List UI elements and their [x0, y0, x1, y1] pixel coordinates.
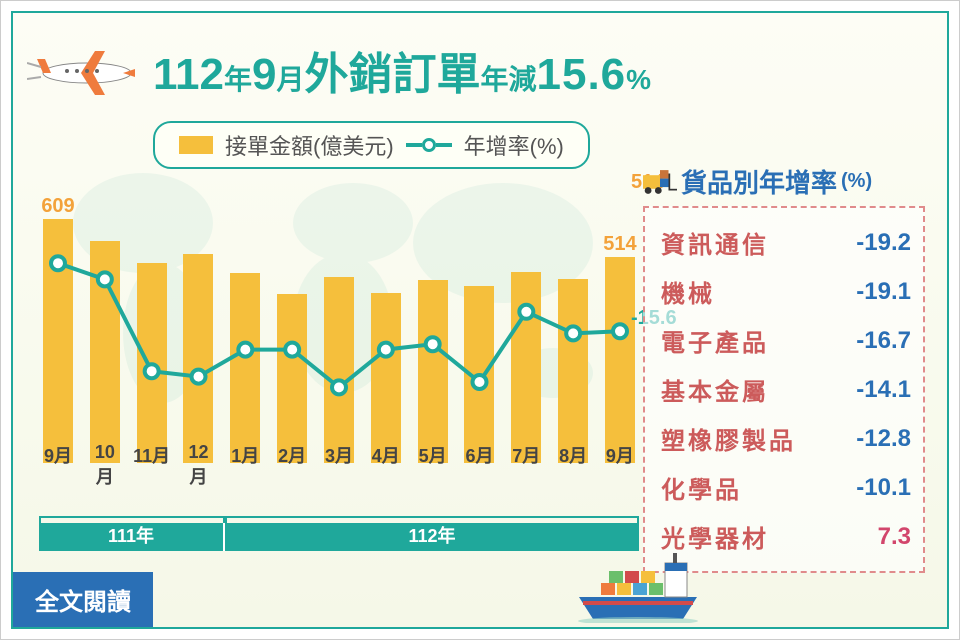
bar — [367, 269, 405, 463]
category-label: 資訊通信 — [661, 225, 769, 260]
category-value: -19.2 — [856, 229, 911, 257]
category-label: 化學品 — [661, 470, 742, 505]
x-label: 9月 — [39, 442, 77, 489]
page-title: 112年9月外銷訂單年減15.6% — [153, 38, 651, 102]
category-label: 電子產品 — [661, 323, 769, 358]
x-label: 7月 — [507, 442, 545, 489]
bar — [507, 248, 545, 463]
category-label: 機械 — [661, 274, 715, 309]
category-value: -14.1 — [856, 376, 911, 404]
legend-line-swatch — [406, 138, 452, 152]
bar — [133, 239, 171, 463]
category-label: 基本金屬 — [661, 372, 769, 407]
category-title: 貨品別年增率(%) — [643, 163, 925, 200]
bar: 514 — [601, 233, 639, 463]
legend-bar-label: 接單金額(億美元) — [225, 129, 394, 161]
legend-bar-swatch — [179, 136, 213, 154]
category-row: 基本金屬 -14.1 — [661, 365, 911, 414]
forklift-icon — [643, 170, 677, 194]
category-row: 機械 -19.1 — [661, 267, 911, 316]
legend-line-label: 年增率(%) — [464, 129, 564, 161]
category-label: 塑橡膠製品 — [661, 421, 796, 456]
bar: 609 — [39, 195, 77, 463]
x-label: 2月 — [273, 442, 311, 489]
category-row: 化學品 -10.1 — [661, 463, 911, 512]
bar — [86, 217, 124, 463]
year-axis: 111年 112年 — [39, 523, 639, 551]
x-label: 9月 — [601, 442, 639, 489]
category-row: 塑橡膠製品 -12.8 — [661, 414, 911, 463]
bar — [179, 230, 217, 463]
category-value: -16.7 — [856, 327, 911, 355]
bar — [320, 253, 358, 463]
category-row: 資訊通信 -19.2 — [661, 218, 911, 267]
x-label: 4月 — [367, 442, 405, 489]
bar — [554, 255, 592, 463]
category-value: -12.8 — [856, 425, 911, 453]
combo-chart: 609514 9月10月11月12月1月2月3月4月5月6月7月8月9月 — [39, 163, 639, 503]
x-label: 3月 — [320, 442, 358, 489]
read-full-button[interactable]: 全文閱讀 — [13, 572, 153, 627]
chart-legend: 接單金額(億美元) 年增率(%) — [153, 121, 590, 169]
bar — [460, 262, 498, 463]
ship-icon — [573, 543, 703, 623]
bar — [226, 249, 264, 463]
x-label: 12月 — [179, 442, 217, 489]
x-label: 8月 — [554, 442, 592, 489]
x-label: 11月 — [133, 442, 171, 489]
x-label: 5月 — [414, 442, 452, 489]
year-bracket — [39, 516, 639, 523]
title-year: 112 — [153, 50, 224, 99]
airplane-icon — [27, 43, 137, 103]
category-value: -10.1 — [856, 474, 911, 502]
category-value: -19.1 — [856, 278, 911, 306]
category-value: 7.3 — [878, 523, 911, 551]
x-label: 1月 — [226, 442, 264, 489]
x-label: 10月 — [86, 442, 124, 489]
bar — [414, 256, 452, 463]
bar — [273, 270, 311, 463]
category-panel: 貨品別年增率(%) 資訊通信 -19.2 機械 -19.1 電子產品 -16.7 基本金屬 -… — [643, 163, 925, 573]
infographic-frame: 112年9月外銷訂單年減15.6% 接單金額(億美元) 年增率(%) 609 51… — [11, 11, 949, 629]
year-seg-1: 111年 — [39, 523, 225, 551]
category-table: 資訊通信 -19.2 機械 -19.1 電子產品 -16.7 基本金屬 -14.1 塑橡膠製品 -… — [643, 206, 925, 573]
category-row: 電子產品 -16.7 — [661, 316, 911, 365]
x-label: 6月 — [460, 442, 498, 489]
